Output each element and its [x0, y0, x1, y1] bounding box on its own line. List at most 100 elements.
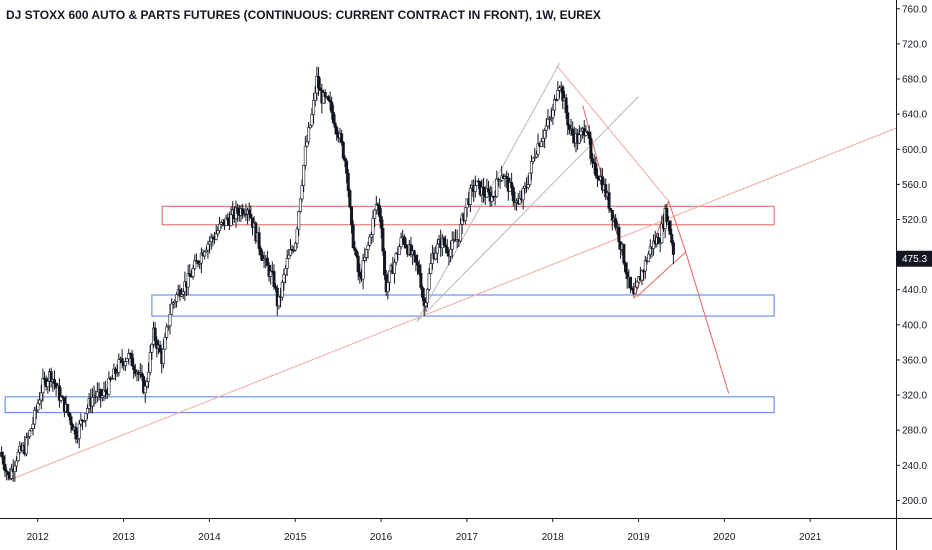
candle-body [495, 178, 499, 198]
candle-body [647, 253, 651, 262]
candle-body [313, 92, 317, 101]
candle-body [61, 396, 65, 398]
candle [361, 253, 365, 290]
candle [500, 165, 504, 182]
candle [191, 264, 195, 280]
candle [594, 156, 598, 179]
candle [54, 382, 58, 396]
candle-body [343, 157, 347, 162]
candle-body [482, 186, 486, 196]
candle [346, 168, 350, 198]
y-tick-label: 680.0 [902, 75, 927, 86]
candle [341, 141, 345, 160]
candle [435, 238, 439, 264]
candle [254, 221, 258, 245]
candle-body [132, 365, 136, 371]
candle-body [427, 273, 431, 290]
candle [303, 136, 307, 170]
candle [609, 208, 613, 213]
candle [147, 362, 151, 389]
candle-body [551, 109, 555, 118]
candle [69, 413, 73, 433]
candle-body [33, 409, 37, 425]
candle-body [358, 271, 362, 277]
candle [388, 270, 392, 292]
y-tick-label: 200.0 [902, 496, 927, 507]
candle-body [614, 218, 618, 228]
candle-body [564, 97, 568, 114]
candle [419, 264, 423, 290]
candle-body [425, 289, 429, 304]
last-price-label: 475.3 [902, 254, 927, 265]
chart-title: DJ STOXX 600 AUTO & PARTS FUTURES (CONTI… [6, 8, 601, 22]
candle-body [130, 353, 134, 367]
candle-body [280, 282, 284, 298]
candle [302, 164, 306, 192]
candle-body [402, 236, 406, 245]
candle [340, 129, 344, 146]
candle-body [298, 198, 302, 212]
candle-body [346, 172, 350, 191]
candle [300, 179, 304, 203]
candle [57, 378, 61, 408]
candle [652, 234, 656, 256]
x-tick-label: 2021 [799, 532, 822, 543]
candle-body [622, 243, 626, 264]
candle-body [310, 114, 314, 126]
candle-body [671, 242, 675, 255]
y-tick-label: 600.0 [902, 145, 927, 156]
candle-body [670, 234, 674, 243]
candle [511, 184, 515, 207]
candle-body [39, 392, 43, 401]
candle [498, 179, 502, 189]
candle [3, 454, 7, 477]
candle [52, 370, 56, 390]
candle [209, 233, 213, 250]
candle [298, 198, 302, 214]
y-tick-label: 320.0 [902, 391, 927, 402]
candle-body [247, 209, 251, 215]
candle-body [553, 99, 557, 111]
candle-body [449, 248, 453, 257]
candle-body [660, 223, 664, 244]
candle-body [305, 141, 309, 147]
candle [175, 292, 179, 308]
candle-body [249, 213, 253, 219]
candle [668, 220, 672, 235]
candle [529, 155, 533, 181]
candle [15, 456, 19, 472]
x-tick-label: 2013 [112, 532, 135, 543]
candle-body [282, 274, 286, 283]
candle [348, 188, 352, 209]
candle-body [199, 252, 203, 264]
y-tick-label: 760.0 [902, 4, 927, 15]
candle-body [383, 250, 387, 276]
candle-body [353, 247, 357, 251]
candle-body [624, 262, 628, 273]
candle-body [340, 133, 344, 143]
candle-body [163, 337, 167, 350]
candle-body [28, 430, 32, 437]
candle [450, 231, 454, 259]
x-tick-label: 2018 [542, 532, 565, 543]
candle-body [539, 141, 543, 147]
candle-body [140, 372, 144, 377]
candle [170, 298, 174, 315]
trend-line-8 [685, 251, 730, 394]
candle-body [450, 239, 454, 250]
candle-body [595, 175, 599, 179]
candle [622, 243, 626, 266]
candle [123, 357, 127, 371]
candle [59, 387, 63, 403]
candle-body [110, 378, 114, 380]
candle-body [216, 230, 220, 235]
candle-body [566, 112, 570, 126]
candle [178, 284, 182, 302]
candle-body [330, 101, 334, 113]
candle-body [1, 456, 5, 465]
candle-body [153, 327, 157, 341]
candle-body [24, 437, 28, 455]
candle-body [123, 361, 127, 366]
y-tick-label: 360.0 [902, 355, 927, 366]
